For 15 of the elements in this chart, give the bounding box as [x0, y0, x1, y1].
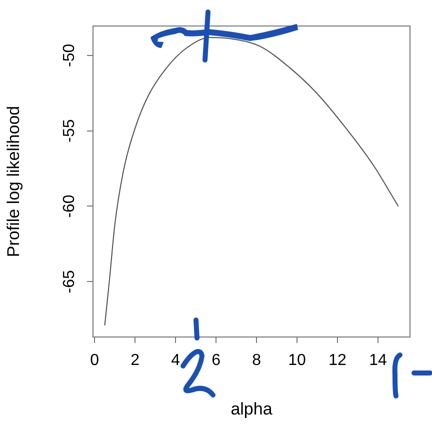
x-tick-label: 14 — [369, 352, 388, 370]
y-tick-label: -60 — [60, 194, 78, 218]
x-tick-label: 6 — [212, 352, 221, 370]
line-series — [104, 36, 399, 326]
x-tick-label: 12 — [328, 352, 347, 370]
y-tick-label: -65 — [60, 270, 78, 294]
y-tick-label: -55 — [60, 119, 78, 142]
y-tick-label: -50 — [60, 44, 78, 67]
x-tick-label: 4 — [171, 352, 180, 370]
x-axis-title: alpha — [230, 399, 273, 418]
x-tick-label: 2 — [130, 352, 140, 370]
y-axis-title: Profile log likelihood — [4, 106, 23, 258]
x-tick-label: 10 — [288, 352, 306, 370]
x-tick-label: 0 — [90, 352, 100, 370]
x-tick-label: 8 — [252, 352, 262, 370]
